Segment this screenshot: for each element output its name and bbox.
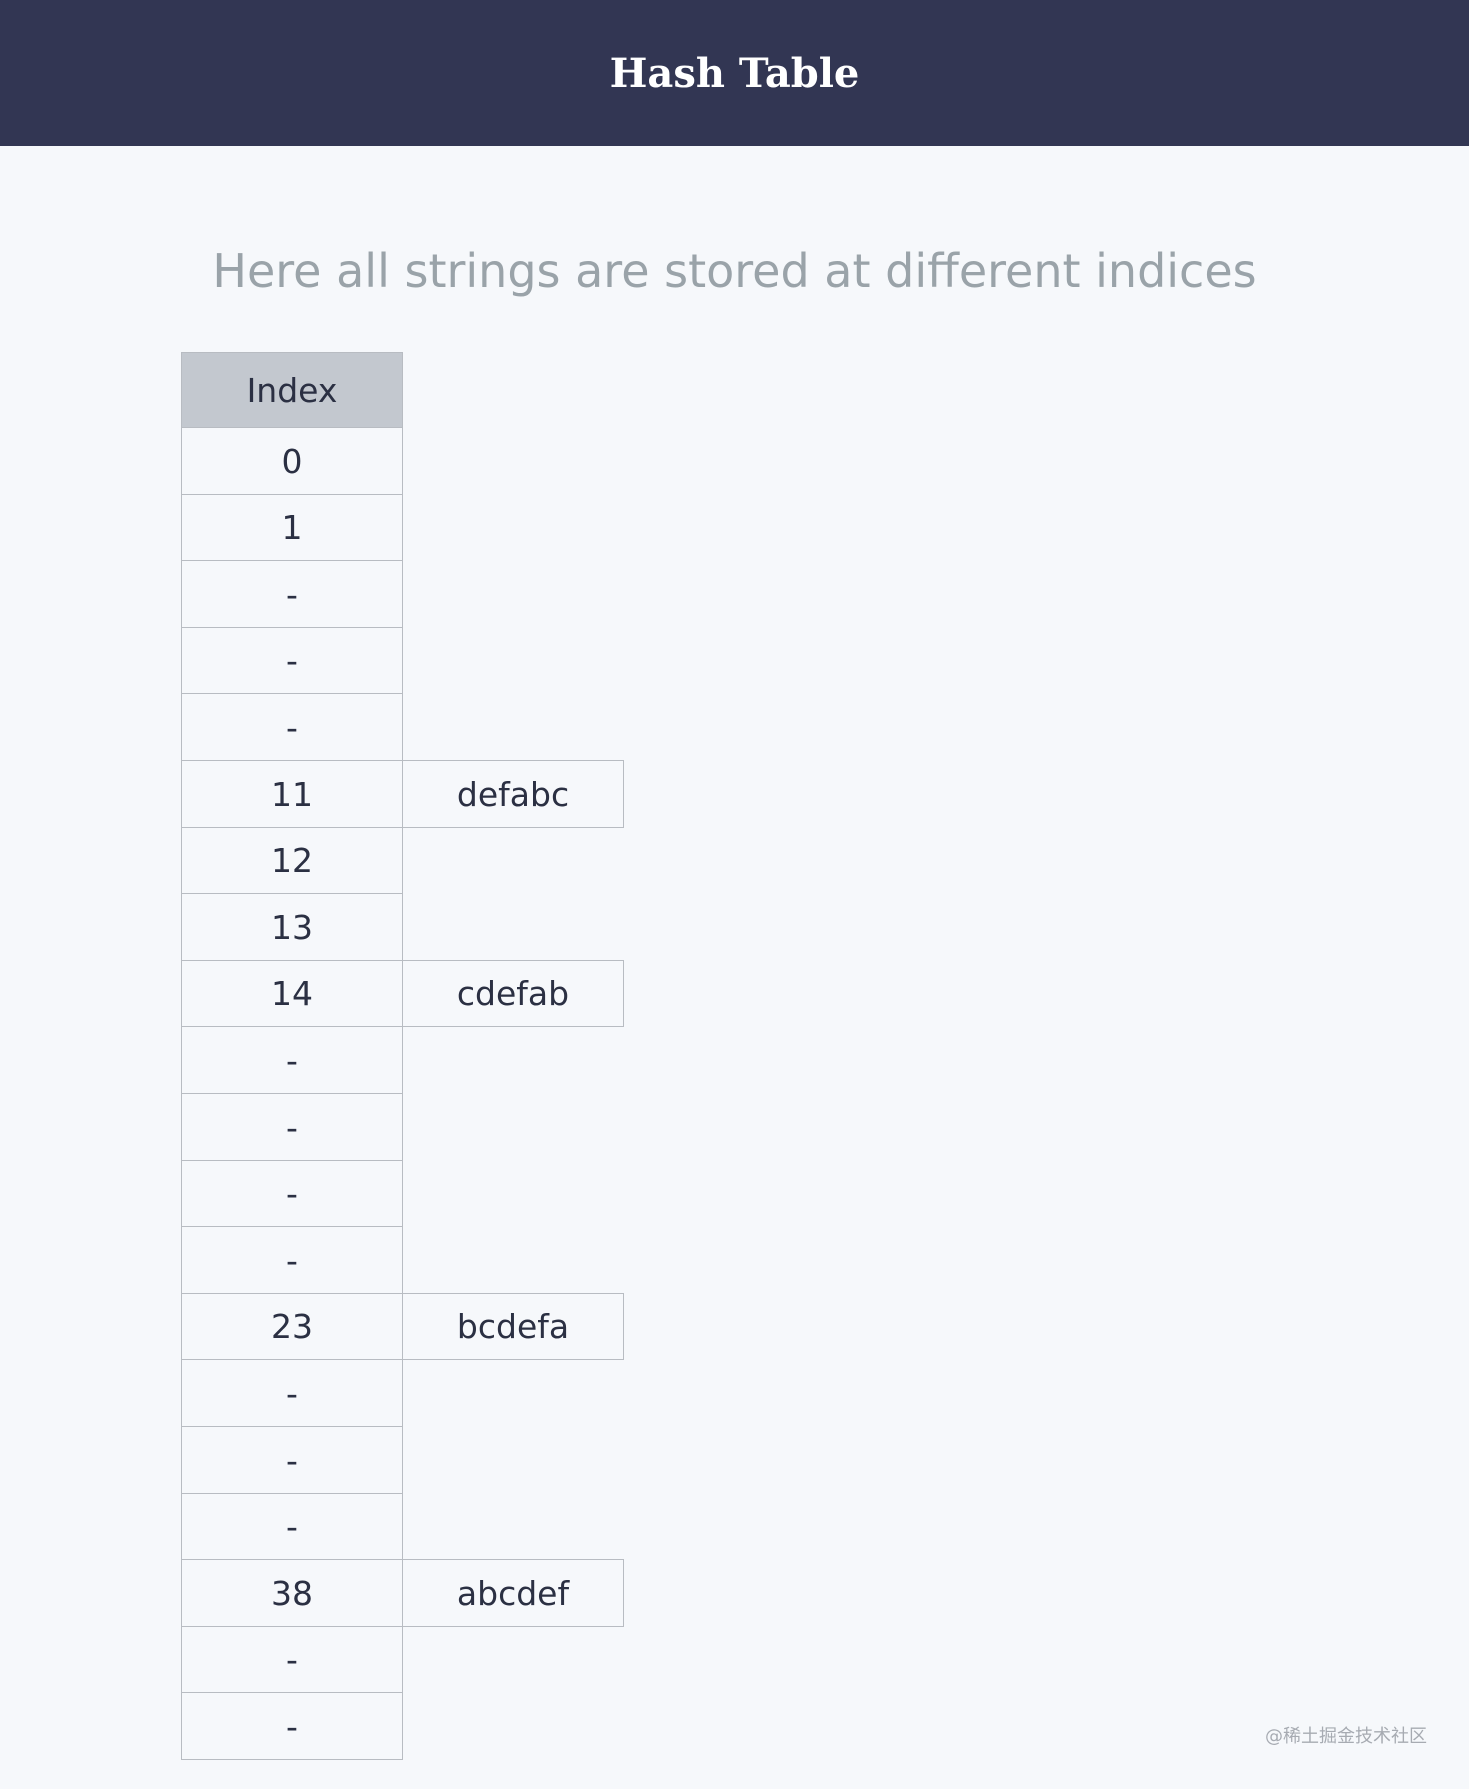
index-cell: - <box>181 1026 403 1094</box>
value-cell: bcdefa <box>402 1293 624 1360</box>
index-cell: 1 <box>181 494 403 561</box>
page-title: Hash Table <box>609 49 860 97</box>
index-cell: 38 <box>181 1559 403 1627</box>
index-cell: 0 <box>181 427 403 495</box>
title-bar: Hash Table <box>0 0 1469 146</box>
subtitle: Here all strings are stored at different… <box>212 244 1257 298</box>
index-cell: - <box>181 1426 403 1494</box>
value-cell: cdefab <box>402 960 624 1027</box>
index-cell: 11 <box>181 760 403 828</box>
index-cell: - <box>181 1160 403 1227</box>
value-cell: defabc <box>402 760 624 828</box>
index-cell: 12 <box>181 827 403 894</box>
index-cell: 13 <box>181 893 403 961</box>
value-cell: abcdef <box>402 1559 624 1627</box>
index-cell: - <box>181 1692 403 1760</box>
index-cell: - <box>181 1493 403 1560</box>
index-cell: - <box>181 1359 403 1427</box>
index-cell: - <box>181 627 403 694</box>
watermark: @稀土掘金技术社区 <box>1265 1726 1427 1747</box>
index-cell: - <box>181 1226 403 1294</box>
index-cell: - <box>181 1626 403 1693</box>
index-cell: 14 <box>181 960 403 1027</box>
index-cell: - <box>181 693 403 761</box>
index-cell: 23 <box>181 1293 403 1360</box>
index-column-header: Index <box>181 352 403 428</box>
index-cell: - <box>181 560 403 628</box>
index-cell: - <box>181 1093 403 1161</box>
